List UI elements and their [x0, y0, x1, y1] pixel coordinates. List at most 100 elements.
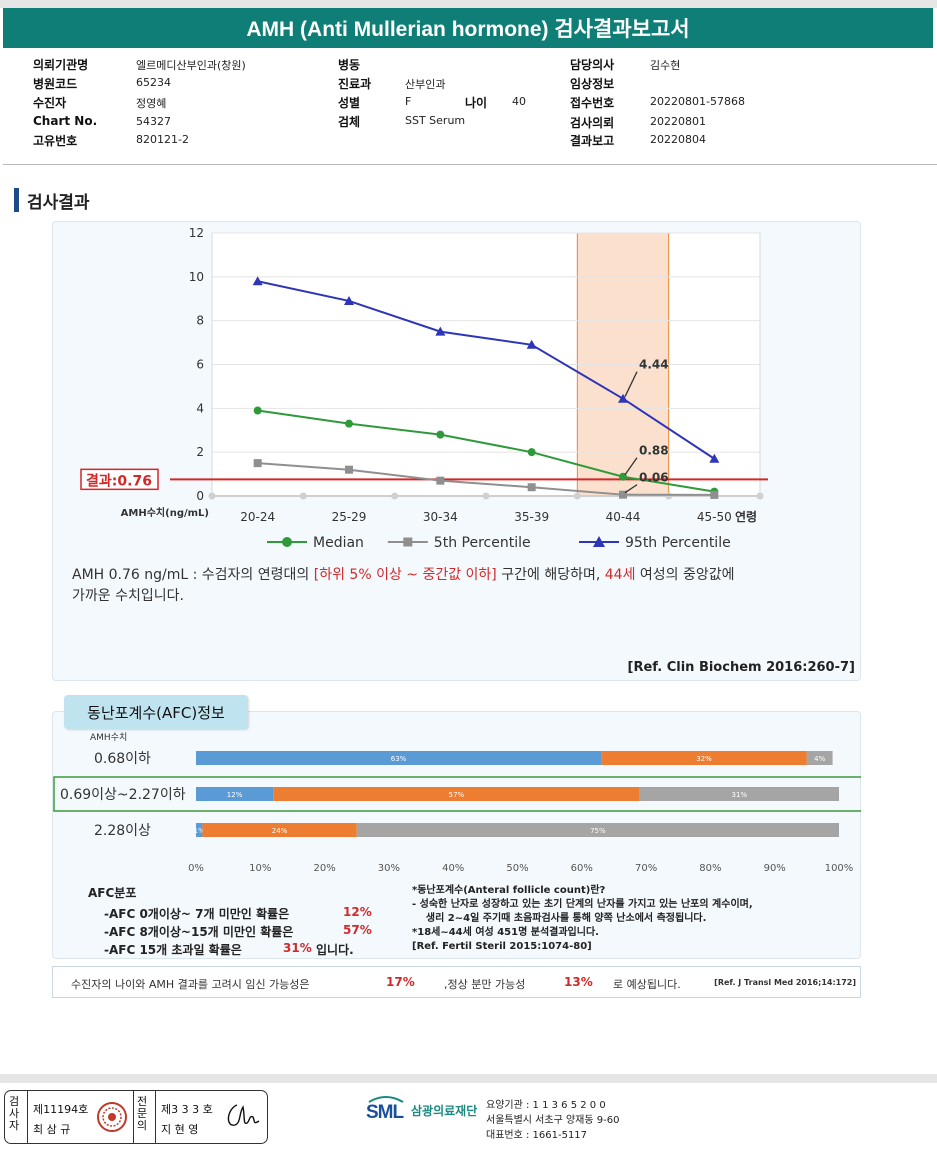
- info-label: 고유번호: [33, 134, 78, 148]
- chart-reference: [Ref. Clin Biochem 2016:260-7]: [627, 660, 855, 675]
- data-point: [526, 339, 537, 349]
- info-label: Chart No.: [33, 114, 98, 128]
- x-axis-dot: [208, 492, 216, 500]
- afc-segment-label: 63%: [391, 755, 407, 763]
- afc-segment-label: 24%: [272, 827, 288, 835]
- data-point: [527, 483, 536, 492]
- afc-segment-label: 4%: [814, 755, 825, 763]
- sml-logo: SML: [366, 1094, 406, 1126]
- info-value: 54327: [136, 115, 171, 128]
- tester-seal: [97, 1102, 127, 1132]
- series-line: [257, 462, 715, 496]
- afc-axis-tick: 40%: [442, 863, 464, 874]
- afc-info-tail: 입니다.: [316, 943, 354, 957]
- afc-info-pct: 31%: [283, 941, 312, 955]
- x-axis-dot: [573, 492, 581, 500]
- age-value: 40: [512, 95, 526, 108]
- y-tick-label: 12: [189, 226, 204, 240]
- prediction-text: ,정상 분만 가능성: [444, 978, 526, 991]
- prediction-box: 수진자의 나이와 AMH 결과를 고려시 임신 가능성은 17% ,정상 분만 …: [52, 966, 861, 998]
- afc-bar-segment: [196, 823, 203, 837]
- x-tick-label: 35-39: [514, 510, 549, 524]
- afc-note: *동난포계수(Anteral follicle count)란?: [412, 885, 606, 896]
- afc-segment-label: 1%: [194, 827, 205, 835]
- afc-row-highlight: [53, 776, 861, 812]
- annotation-label: 0.06: [639, 471, 669, 485]
- info-value: 정영혜: [136, 97, 167, 110]
- interp-age: 44세: [604, 567, 636, 583]
- doctor-signature: [227, 1104, 260, 1126]
- info-value: F: [405, 95, 412, 108]
- sml-logo-swoosh: [368, 1096, 404, 1103]
- afc-row-label: 2.28이상: [94, 823, 151, 839]
- afc-bar-segment: [356, 823, 839, 837]
- afc-bar-segment: [202, 823, 357, 837]
- afc-info-text: -AFC 15개 초과일 확률은: [104, 943, 242, 957]
- info-label: 의뢰기관명: [33, 58, 89, 72]
- info-label: 수진자: [33, 96, 67, 110]
- data-point: [436, 430, 445, 439]
- info-value: 엘르메디산부인과(창원): [136, 59, 246, 72]
- x-tick-label: 45-50: [697, 510, 732, 524]
- data-point: [253, 459, 262, 468]
- afc-axis-tick: 0%: [188, 863, 204, 874]
- afc-note: 생리 2~4일 주기때 초음파검사를 통해 양쪽 난소에서 측정됩니다.: [412, 913, 707, 924]
- afc-note: *18세~44세 여성 451명 분석결과입니다.: [412, 927, 599, 938]
- afc-info-line: -AFC 15개 초과일 확률은 31% 입니다.: [88, 941, 388, 959]
- info-label: 병원코드: [33, 77, 78, 91]
- legend-label: Median: [313, 535, 364, 551]
- institution-code: 요양기관 : 1 1 3 6 5 2 0 0: [486, 1100, 606, 1111]
- interpretation-text: AMH 0.76 ng/mL : 수검자의 연령대의 [하위 5% 이상 ~ 중…: [72, 565, 858, 607]
- signature-box: 검사자 제11194호 최 삼 규 전문의 제3 3 3 호 지 현 영: [4, 1090, 268, 1144]
- tester-label-text: 검사자: [8, 1095, 20, 1132]
- afc-info-text: -AFC 8개이상~15개 미만인 확률은: [104, 925, 294, 939]
- legend-label: 95th Percentile: [625, 535, 731, 551]
- x-axis-dot: [482, 492, 490, 500]
- amh-chart: 0 2 4 6 8 10 12 20-24 25-29 30-34 35-39 40-44 45-50 연…: [80, 226, 768, 551]
- interp-part: 가까운 수치입니다.: [72, 588, 184, 604]
- info-value: 산부인과: [405, 78, 446, 91]
- bottom-band: [0, 1074, 937, 1083]
- y-tick-label: 2: [196, 445, 204, 459]
- data-point: [345, 465, 353, 474]
- tester-name: 최 삼 규: [33, 1123, 71, 1136]
- annotation-leader: [624, 457, 638, 476]
- annotation-label: 4.44: [639, 358, 669, 372]
- result-label-box: [80, 468, 159, 491]
- info-value: 김수현: [650, 59, 681, 72]
- doctor-label: 전문의: [136, 1096, 149, 1132]
- section-marker: [14, 188, 19, 212]
- afc-axis-tick: 10%: [249, 863, 271, 874]
- afc-bar-segment: [196, 751, 602, 765]
- pregnancy-probability: 17%: [386, 975, 415, 989]
- info-value: 820121-2: [136, 133, 189, 146]
- info-label: 검사의뢰: [570, 116, 615, 130]
- info-label: 임상정보: [570, 77, 615, 91]
- data-point: [252, 276, 263, 286]
- interp-part: AMH 0.76 ng/mL : 수검자의 연령대의: [72, 567, 314, 583]
- section-title: 검사결과: [27, 192, 90, 213]
- x-axis-dot: [665, 492, 673, 500]
- afc-row-label: 0.68이하: [94, 751, 151, 767]
- afc-bar-segment: [806, 751, 833, 765]
- info-value: 65234: [136, 76, 171, 89]
- info-label: 진료과: [338, 77, 372, 91]
- institution-phone: 대표번호 : 1661-5117: [486, 1130, 588, 1141]
- interp-part: 구간에 해당하며,: [496, 567, 605, 583]
- afc-caption: AMH수치: [90, 731, 127, 743]
- series-line: [257, 280, 715, 460]
- data-point: [436, 476, 445, 485]
- info-label: 병동: [338, 58, 361, 72]
- afc-axis-tick: 60%: [571, 863, 593, 874]
- annotation-label: 0.88: [639, 444, 669, 458]
- divider: [27, 1091, 28, 1143]
- afc-axis-tick: 50%: [506, 863, 528, 874]
- divider: [133, 1091, 134, 1143]
- data-point: [435, 326, 446, 336]
- legend-marker: [282, 537, 292, 547]
- data-point: [253, 406, 262, 415]
- afc-info-pct: 12%: [343, 905, 372, 919]
- afc-info-title: AFC분포: [88, 886, 137, 900]
- interp-part: 여성의 중앙값에: [635, 567, 735, 583]
- y-tick-label: 8: [196, 314, 204, 328]
